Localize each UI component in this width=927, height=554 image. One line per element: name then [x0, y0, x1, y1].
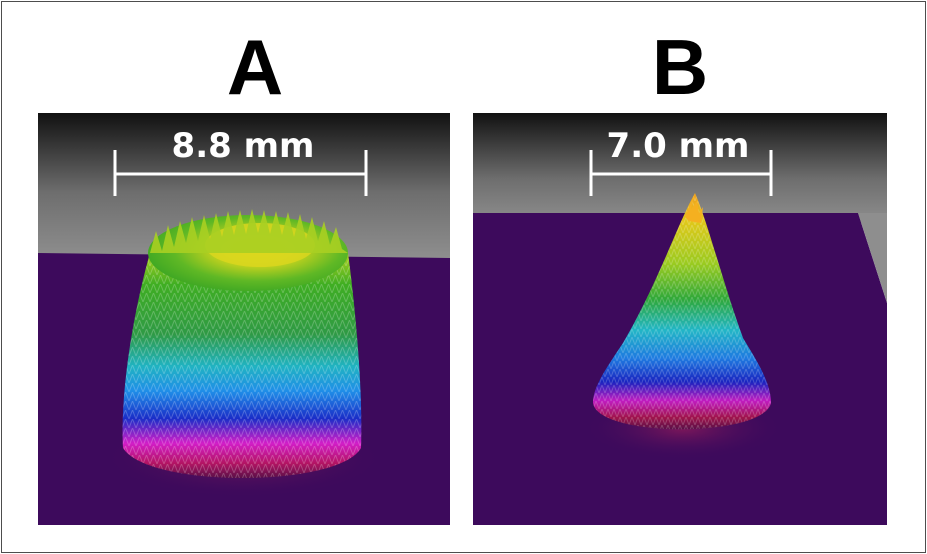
panel-b-label: B — [651, 23, 709, 111]
panel-a-dimension: 8.8 mm — [172, 126, 315, 166]
panel-a-measure-bar — [113, 150, 368, 196]
panel-b-surface-plot: 7.0 mm — [473, 113, 887, 525]
panel-a-label: A — [226, 23, 284, 111]
panel-b-image: 7.0 mm — [473, 113, 887, 525]
panel-a-surface-plot: 8.8 mm — [38, 113, 450, 525]
panel-a-image: 8.8 mm — [38, 113, 450, 525]
panel-b-measure-bar — [589, 150, 773, 196]
panel-b-dimension: 7.0 mm — [607, 126, 750, 166]
